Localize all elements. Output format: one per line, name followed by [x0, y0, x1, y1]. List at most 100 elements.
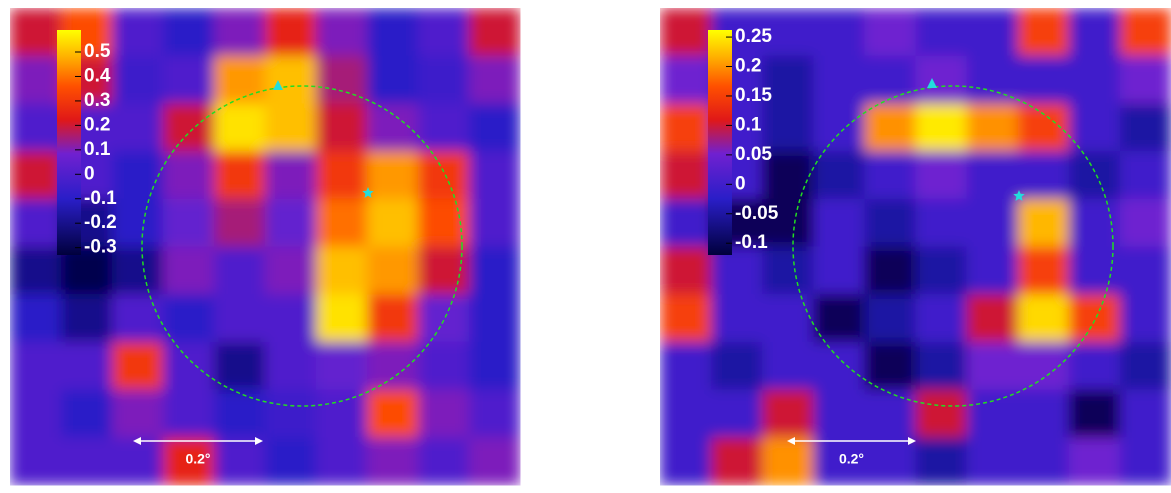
heatmap-cell	[915, 294, 968, 343]
colorbar-tick-label: 0.1	[735, 114, 762, 135]
heatmap-cell	[1068, 341, 1121, 391]
heatmap-cell	[915, 103, 968, 152]
colorbar-tick-label: -0.1	[84, 188, 117, 209]
heatmap-cell	[762, 198, 814, 247]
heatmap-cell	[1119, 55, 1171, 104]
scale-label: 0.2°	[839, 451, 864, 467]
heatmap-cell	[660, 437, 712, 486]
heatmap-cell	[163, 55, 215, 104]
colorbar-tick-label: 0.4	[84, 65, 111, 86]
heatmap-cell	[813, 103, 865, 152]
heatmap-cell	[966, 437, 1019, 486]
heatmap-cell	[214, 437, 266, 486]
heatmap-cell	[469, 246, 521, 295]
heatmap-cell	[1068, 198, 1121, 247]
heatmap-cell	[762, 389, 814, 438]
heatmap-cell	[112, 151, 164, 200]
heatmap-cell	[915, 341, 968, 391]
heatmap-cell	[660, 198, 712, 247]
heatmap-cell	[112, 294, 164, 343]
heatmap-cell	[915, 246, 968, 295]
colorbar-tick-label: 0.1	[84, 139, 111, 160]
colorbar-tick-label: 0.05	[735, 144, 772, 165]
heatmap-cell	[1017, 389, 1070, 438]
heatmap-cell	[966, 151, 1019, 200]
heatmap-cell	[915, 198, 968, 247]
heatmap-cell	[1068, 151, 1121, 200]
heatmap-cell	[61, 341, 113, 391]
heatmap-cell	[762, 341, 814, 391]
colorbar-tick-label: 0.2	[735, 56, 761, 77]
heatmap-cell	[469, 151, 521, 200]
heatmap-cell	[316, 8, 368, 57]
heatmap-cell	[214, 151, 266, 200]
heatmap-cell	[316, 55, 368, 104]
heatmap-cell	[418, 103, 470, 152]
heatmap-cell	[1017, 198, 1070, 247]
heatmap-cell	[711, 294, 763, 343]
heatmap-cell	[418, 341, 470, 391]
heatmap-cell	[316, 246, 368, 295]
heatmap-cell	[1119, 341, 1171, 391]
heatmap-cell	[660, 151, 712, 200]
heatmap-cell	[214, 341, 266, 391]
heatmap-cell	[10, 103, 62, 152]
heatmap-cell	[966, 103, 1019, 152]
heatmap-cell	[1017, 341, 1070, 391]
heatmap-cell	[163, 8, 215, 57]
heatmap-cell	[1119, 198, 1171, 247]
heatmap-cell	[1017, 151, 1070, 200]
heatmap-cell	[265, 198, 317, 247]
heatmap-cell	[112, 246, 164, 295]
heatmap-cell	[469, 103, 521, 152]
heatmap-cell	[813, 389, 865, 438]
heatmap-cell	[1017, 103, 1070, 152]
heatmap-cell	[112, 103, 164, 152]
colorbar-tick-label: -0.1	[735, 232, 768, 253]
colorbar-tick-label: -0.05	[735, 203, 779, 224]
heatmap-cell	[112, 389, 164, 438]
heatmap-cell	[367, 151, 419, 200]
heatmap-cell	[1068, 389, 1121, 438]
heatmap-cell	[813, 8, 865, 57]
heatmap-cell	[214, 8, 266, 57]
heatmap-cell	[1119, 389, 1171, 438]
heatmap-cell	[1119, 294, 1171, 343]
heatmap-cell	[10, 437, 62, 486]
heatmap-cell	[1119, 103, 1171, 152]
heatmap-cell	[915, 55, 968, 104]
heatmap-cell	[163, 389, 215, 438]
heatmap-cell	[367, 389, 419, 438]
heatmap-cell	[316, 294, 368, 343]
heatmap-cell	[966, 294, 1019, 343]
heatmap-cell	[367, 55, 419, 104]
heatmap-cell	[265, 55, 317, 104]
scale-arrow	[133, 437, 141, 445]
heatmap-cell	[367, 437, 419, 486]
heatmap-cell	[469, 389, 521, 438]
heatmap-cell	[367, 103, 419, 152]
heatmap-cell	[966, 246, 1019, 295]
heatmap-cell	[418, 389, 470, 438]
heatmap-cell	[163, 341, 215, 391]
heatmap-cell	[163, 151, 215, 200]
heatmap-cell	[864, 151, 916, 200]
heatmap-cell	[10, 389, 62, 438]
colorbar-tick-label: 0.3	[84, 90, 110, 111]
heatmap-cell	[1119, 8, 1171, 57]
colorbar-tick-label: 0	[735, 173, 746, 194]
heatmap-cell	[10, 341, 62, 391]
heatmap-cell	[316, 103, 368, 152]
heatmap-cell	[1068, 103, 1121, 152]
heatmap-cell	[813, 198, 865, 247]
heatmap-cell	[915, 8, 968, 57]
heatmap-cell	[265, 389, 317, 438]
heatmap-cell	[163, 437, 215, 486]
colorbar-tick-label: 0.2	[84, 114, 110, 135]
heatmap-cell	[112, 8, 164, 57]
heatmap-cell	[813, 151, 865, 200]
heatmap-cell	[418, 246, 470, 295]
heatmap-cell	[112, 55, 164, 104]
heatmap-cell	[1119, 151, 1171, 200]
